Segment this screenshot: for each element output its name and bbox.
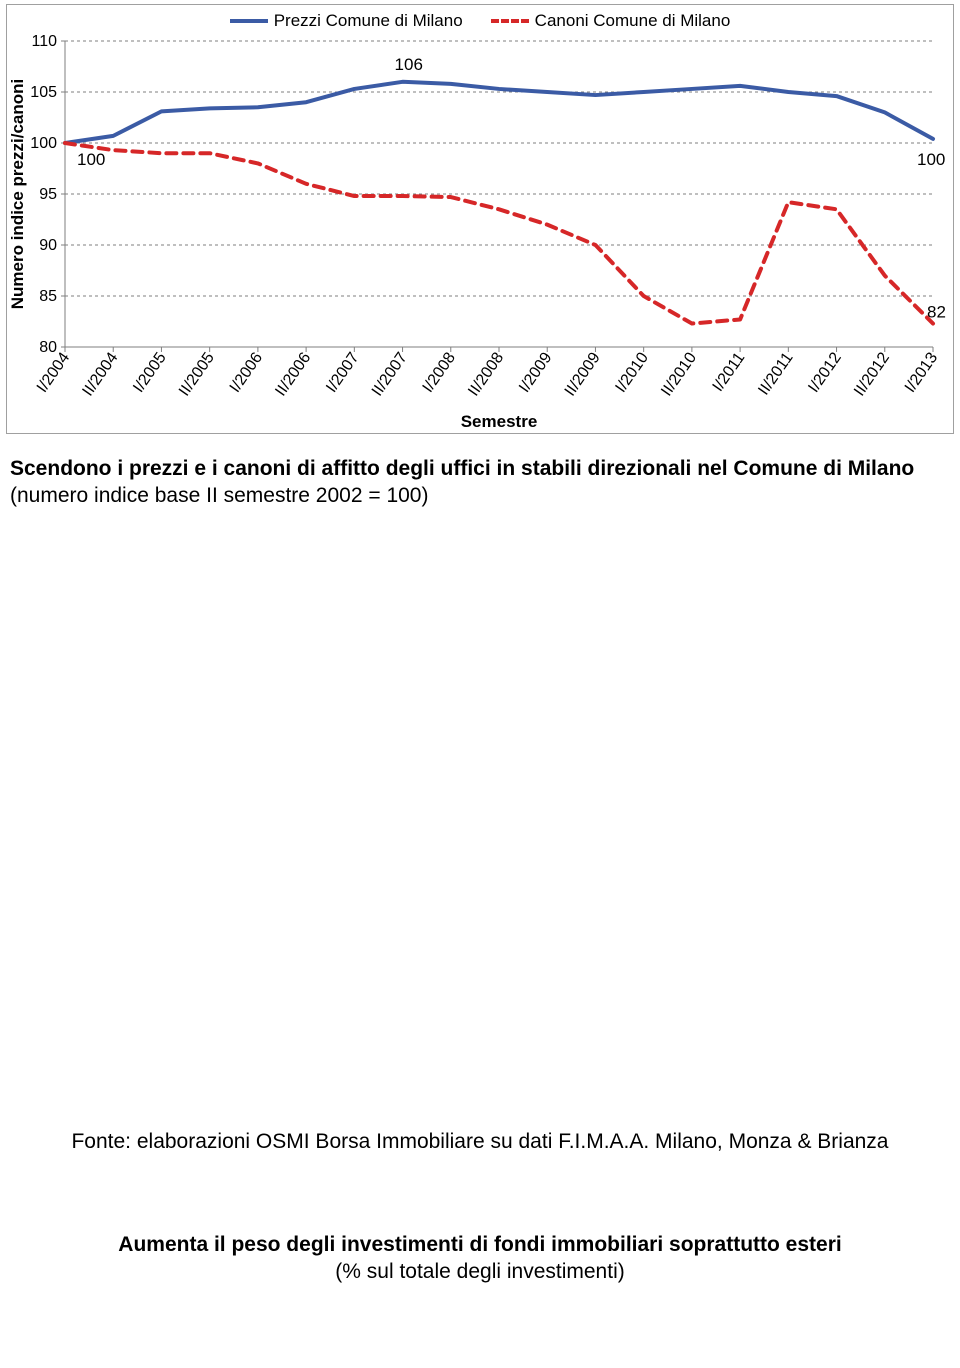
svg-text:105: 105 (30, 84, 57, 101)
legend-item-prezzi: Prezzi Comune di Milano (230, 11, 463, 31)
line-chart: 80859095100105110I/2004II/2004I/2005II/2… (7, 33, 951, 433)
svg-text:85: 85 (39, 288, 57, 305)
legend-swatch-icon (491, 19, 529, 23)
svg-text:110: 110 (31, 33, 57, 50)
svg-text:82: 82 (927, 303, 946, 322)
svg-text:106: 106 (395, 55, 423, 74)
svg-text:100: 100 (917, 150, 945, 169)
next-chart-caption: Aumenta il peso degli investimenti di fo… (0, 1232, 960, 1286)
source-text: Fonte: elaborazioni OSMI Borsa Immobilia… (0, 1130, 960, 1154)
svg-text:100: 100 (77, 150, 105, 169)
chart-caption: Scendono i prezzi e i canoni di affitto … (10, 456, 950, 510)
caption-sub: (numero indice base II semestre 2002 = 1… (10, 484, 428, 507)
plot-area: 80859095100105110I/2004II/2004I/2005II/2… (7, 33, 953, 433)
caption-bold: Scendono i prezzi e i canoni di affitto … (10, 457, 914, 480)
svg-text:Numero indice prezzi/canoni: Numero indice prezzi/canoni (8, 79, 27, 310)
svg-text:Semestre: Semestre (461, 412, 538, 431)
svg-text:100: 100 (30, 135, 57, 152)
svg-text:95: 95 (39, 186, 57, 203)
legend-item-canoni: Canoni Comune di Milano (491, 11, 731, 31)
svg-text:90: 90 (39, 237, 57, 254)
caption-bold: Aumenta il peso degli investimenti di fo… (0, 1232, 960, 1259)
chart-legend: Prezzi Comune di Milano Canoni Comune di… (7, 5, 953, 33)
caption-sub: (% sul totale degli investimenti) (0, 1259, 960, 1286)
chart-container: Prezzi Comune di Milano Canoni Comune di… (6, 4, 954, 434)
legend-label: Canoni Comune di Milano (535, 11, 731, 31)
svg-text:80: 80 (39, 339, 57, 356)
legend-swatch-icon (230, 19, 268, 23)
legend-label: Prezzi Comune di Milano (274, 11, 463, 31)
